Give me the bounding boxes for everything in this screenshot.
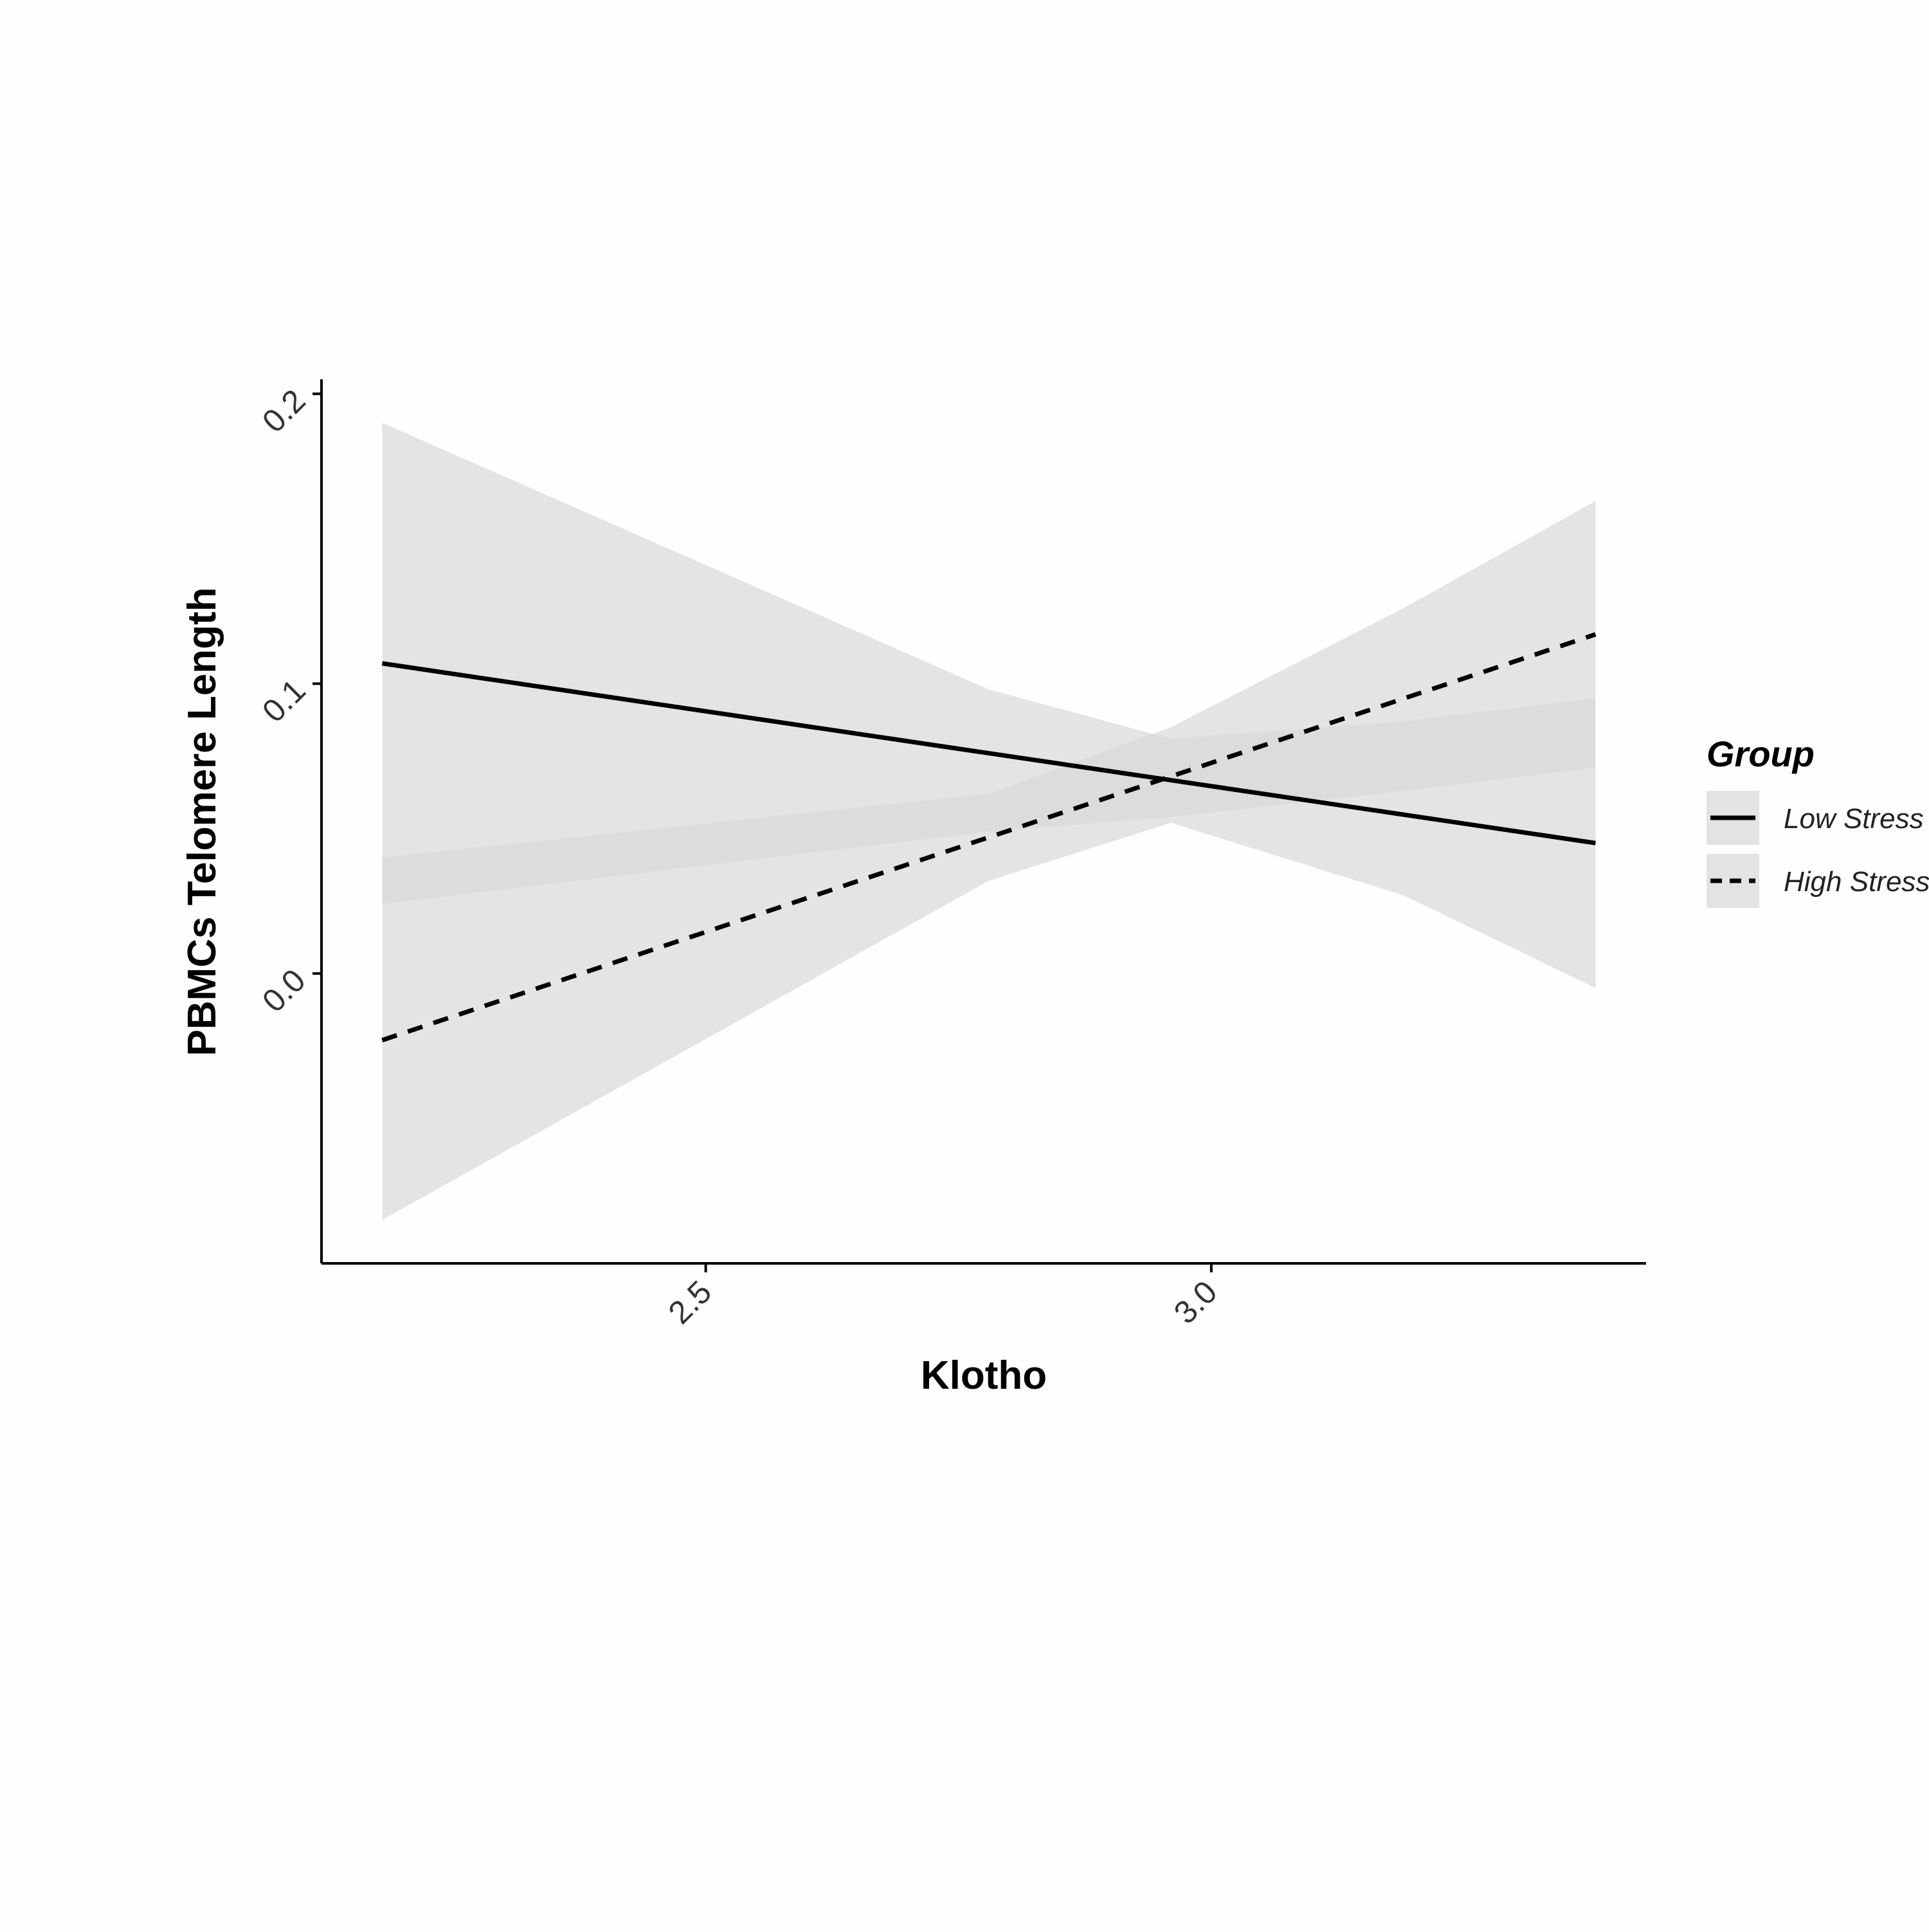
y-axis-title: PBMCs Telomere Length — [180, 587, 224, 1056]
ci-band-high-stress — [382, 501, 1596, 1220]
line-high-stress — [381, 632, 1597, 1043]
legend-title: Group — [1707, 734, 1815, 774]
legend-label: High Stress — [1784, 866, 1929, 898]
legend-items: Low Stress High Stress — [1707, 791, 1929, 908]
legend: Group Low Stress High Stress — [1707, 734, 1929, 908]
legend-item: Low Stress — [1707, 791, 1924, 845]
x-axis-title: Klotho — [921, 1353, 1047, 1398]
confidence-bands — [382, 422, 1596, 1220]
trend-lines — [381, 632, 1597, 1043]
legend-label: Low Stress — [1784, 803, 1924, 835]
legend-item: High Stress — [1707, 854, 1929, 908]
line-low-stress — [381, 661, 1596, 845]
